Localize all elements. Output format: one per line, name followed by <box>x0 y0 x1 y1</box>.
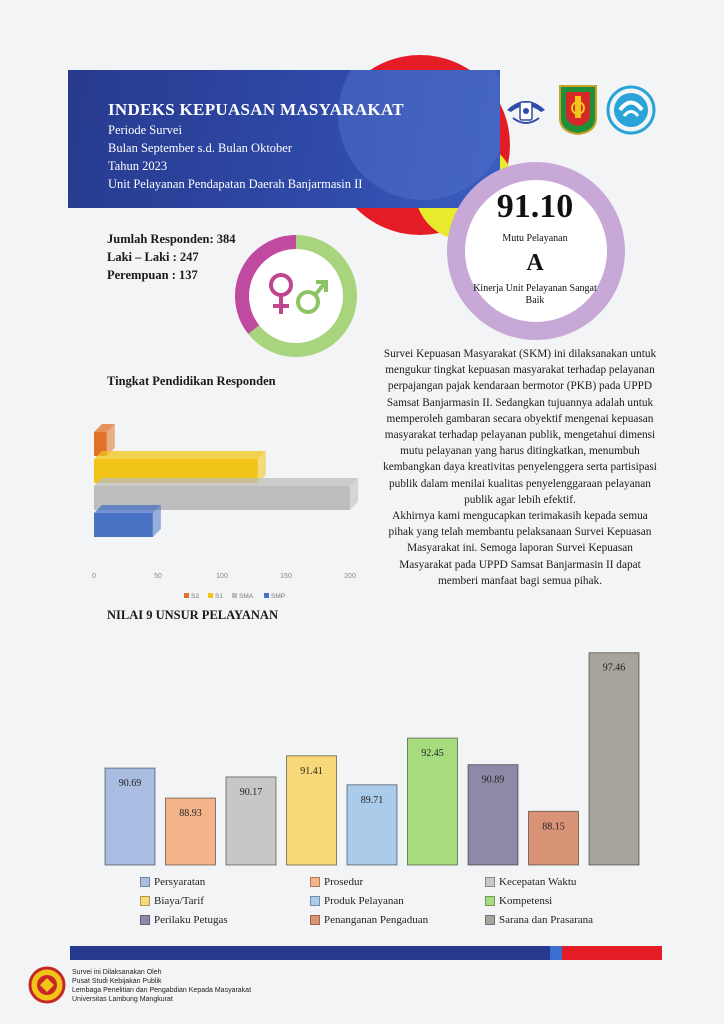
unsur-bar-5: 89.71 <box>346 784 398 866</box>
footer-line-4: Universitas Lambung Mangkurat <box>72 996 173 1003</box>
unsur-bar-9: 97.46 <box>588 652 640 866</box>
page-title: INDEKS KEPUASAN MASYARAKAT <box>108 100 404 119</box>
description-paragraph-2: Akhirnya kami mengucapkan terimakasih ke… <box>388 510 652 587</box>
legend-swatch <box>140 915 150 926</box>
edu-x-tick: 0 <box>92 573 96 580</box>
donut-slice-male <box>248 235 357 357</box>
edu-x-tick: 50 <box>154 573 162 580</box>
unsur-bar-label: 91.41 <box>300 766 323 777</box>
legend-item: Biaya/Tarif <box>140 895 204 907</box>
respondents-female: Perempuan : 137 <box>107 268 198 282</box>
legend-label: Persyaratan <box>154 876 206 888</box>
unsur-bar-1: 90.69 <box>104 767 156 866</box>
gender-donut-chart <box>235 235 357 357</box>
legend-swatch <box>485 877 495 888</box>
edu-x-tick: 100 <box>216 573 228 580</box>
legend-label: Kompetensi <box>499 895 553 907</box>
edu-legend-sma: SMA <box>232 593 254 600</box>
unsur-bar-4: 91.41 <box>286 755 337 866</box>
legend-label: Kecepatan Waktu <box>499 876 577 888</box>
legend-swatch <box>140 896 150 907</box>
edu-x-tick: 150 <box>280 573 292 580</box>
legend-item: Kecepatan Waktu <box>485 876 576 888</box>
header-line-2: Bulan September s.d. Bulan Oktober <box>108 141 292 155</box>
legend-item: Persyaratan <box>140 876 205 888</box>
legend-item: Produk Pelayanan <box>310 895 404 907</box>
unsur-chart-title: NILAI 9 UNSUR PELAYANAN <box>107 608 278 622</box>
legend-swatch <box>485 896 495 907</box>
edu-legend-smp: SMP <box>264 593 285 600</box>
legend-swatch <box>140 877 150 888</box>
education-chart-title: Tingkat Pendidikan Responden <box>107 374 276 388</box>
svg-text:SMA: SMA <box>239 593 254 600</box>
legend-label: Prosedur <box>324 876 364 888</box>
university-logo-icon <box>28 966 66 1004</box>
unsur-bar-label: 92.45 <box>421 748 444 759</box>
header-line-3: Tahun 2023 <box>108 159 168 173</box>
header-line-1: Periode Survei <box>108 123 182 137</box>
header-line-4: Unit Pelayanan Pendapatan Daerah Banjarm… <box>108 177 363 191</box>
description-paragraph-1: Survei Kepuasan Masyarakat (SKM) ini dil… <box>383 348 657 506</box>
legend-label: Produk Pelayanan <box>324 895 404 907</box>
header-banner <box>68 70 500 208</box>
respondents-male: Laki – Laki : 247 <box>107 250 199 264</box>
unsur-bar-3: 90.17 <box>225 776 277 866</box>
footer-line-1: Survei ini Dilaksanakan Oleh <box>72 969 162 976</box>
grade-label: Kinerja Unit Pelayanan Sangat Baik <box>473 283 597 306</box>
police-emblem-icon <box>503 88 549 134</box>
footer-line-3: Lembaga Penelitian dan Pengabdian Kepada… <box>72 987 252 994</box>
svg-text:S2: S2 <box>191 593 199 600</box>
score-value: 91.10 <box>496 188 574 225</box>
legend-item: Sarana dan Prasarana <box>485 914 593 926</box>
svg-text:S1: S1 <box>215 593 223 600</box>
description-text: Survei Kepuasan Masyarakat (SKM) ini dil… <box>380 346 660 589</box>
provincial-emblem-icon <box>558 84 598 136</box>
male-symbol-icon <box>296 280 328 314</box>
legend-swatch <box>310 896 320 907</box>
legend-item: Perilaku Petugas <box>140 914 228 926</box>
edu-bar-s2 <box>94 424 115 456</box>
unsur-bar-7: 90.89 <box>467 764 519 866</box>
edu-legend-s1: S1 <box>208 593 223 600</box>
footer-text: Survei ini Dilaksanakan Oleh Pusat Studi… <box>72 968 251 1004</box>
samsat-logo-icon <box>606 85 656 135</box>
edu-legend-s2: S2 <box>184 593 199 600</box>
footer-color-bar <box>70 946 662 960</box>
unsur-bar-label: 88.15 <box>542 821 565 832</box>
unsur-bar-label: 90.89 <box>482 775 505 786</box>
edu-x-tick: 200 <box>344 573 356 580</box>
unsur-bar-6: 92.45 <box>407 737 458 866</box>
legend-swatch <box>310 915 320 926</box>
unsur-bar-label: 97.46 <box>603 663 626 674</box>
score-ring <box>447 162 625 340</box>
grade-value: A <box>526 250 544 276</box>
unsur-bar-label: 88.93 <box>179 808 202 819</box>
education-bar-chart: 0 50 100 150 200 S2 S1 SMA SMP <box>92 424 358 600</box>
score-label: Mutu Pelayanan <box>502 233 568 244</box>
donut-slice-female <box>235 235 297 334</box>
unsur-bar-label: 90.69 <box>119 778 142 789</box>
unsur-bar-2: 88.93 <box>165 797 216 866</box>
legend-label: Penanganan Pengaduan <box>324 914 429 926</box>
legend-item: Prosedur <box>310 876 363 888</box>
legend-item: Kompetensi <box>485 895 552 907</box>
unsur-bar-chart: 90.69 88.93 90.17 91.41 89.71 92.45 90.89 88.15… <box>104 652 640 866</box>
legend-label: Biaya/Tarif <box>154 895 204 907</box>
svg-text:SMP: SMP <box>271 593 285 600</box>
legend-item: Penanganan Pengaduan <box>310 914 428 926</box>
female-symbol-icon <box>269 273 293 314</box>
unsur-bar-label: 90.17 <box>240 787 263 798</box>
respondents-total: Jumlah Responden: 384 <box>107 232 236 246</box>
unsur-bar-8: 88.15 <box>528 810 579 866</box>
legend-swatch <box>310 877 320 888</box>
edu-bar-smp <box>94 505 161 537</box>
legend-label: Perilaku Petugas <box>154 914 228 926</box>
legend-swatch <box>485 915 495 926</box>
unsur-bar-label: 89.71 <box>361 795 384 806</box>
footer-line-2: Pusat Studi Kebijakan Publik <box>72 978 162 985</box>
legend-label: Sarana dan Prasarana <box>499 914 594 926</box>
